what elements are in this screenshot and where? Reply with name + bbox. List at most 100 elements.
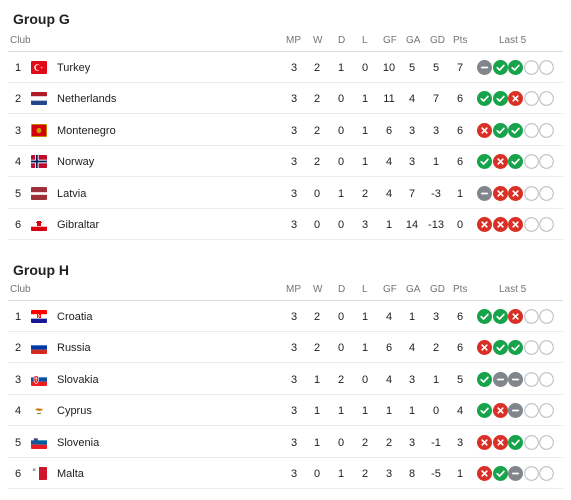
no-result-icon[interactable] [539, 309, 555, 324]
draw-icon[interactable] [508, 403, 524, 419]
table-row[interactable]: 2 Netherlands 3 2 0 1 11 4 7 6 [0, 83, 571, 115]
win-icon[interactable] [477, 403, 492, 419]
stat-d: 0 [337, 342, 345, 355]
no-result-icon[interactable] [523, 403, 539, 419]
no-result-icon[interactable] [539, 217, 555, 232]
no-result-icon[interactable] [539, 60, 555, 75]
stat-l: 1 [361, 124, 369, 137]
no-result-icon[interactable] [539, 371, 555, 387]
win-icon[interactable] [477, 309, 492, 324]
loss-icon[interactable] [508, 217, 524, 232]
stat-gd: 5 [432, 62, 440, 74]
loss-icon[interactable] [508, 309, 524, 324]
win-icon[interactable] [492, 340, 508, 356]
stat-l: 0 [361, 62, 369, 74]
loss-icon[interactable] [477, 466, 492, 481]
table-row[interactable]: 1 Turkey 3 2 1 0 10 5 5 7 [0, 52, 571, 83]
loss-icon[interactable] [508, 91, 524, 107]
club-name[interactable]: Turkey [57, 62, 91, 74]
col-mp: MP [286, 284, 301, 295]
loss-icon[interactable] [477, 340, 492, 356]
draw-icon[interactable] [508, 466, 524, 481]
table-row[interactable]: 3 Montenegro 3 2 0 1 6 3 3 6 [0, 115, 571, 146]
win-icon[interactable] [508, 60, 524, 75]
no-result-icon[interactable] [523, 434, 539, 450]
win-icon[interactable] [508, 122, 524, 138]
draw-icon[interactable] [508, 371, 524, 387]
club-name[interactable]: Russia [57, 342, 91, 355]
club-name[interactable]: Montenegro [57, 124, 116, 137]
win-icon[interactable] [492, 122, 508, 138]
no-result-icon[interactable] [523, 122, 539, 138]
malta-flag-icon [31, 467, 47, 480]
table-row[interactable]: 5 Latvia 3 0 1 2 4 7 -3 1 [0, 178, 571, 209]
table-row[interactable]: 6 Malta 3 0 1 2 3 8 -5 1 [0, 458, 571, 489]
win-icon[interactable] [477, 371, 492, 387]
col-last5: Last 5 [499, 35, 527, 46]
club-name[interactable]: Slovakia [57, 373, 99, 386]
table-row[interactable]: 2 Russia 3 2 0 1 6 4 2 6 [0, 332, 571, 364]
table-row[interactable]: 1 Croatia 3 2 0 1 4 1 3 6 [0, 301, 571, 332]
stat-w: 1 [313, 405, 321, 418]
table-row[interactable]: 6 Gibraltar 3 0 0 3 1 14 -13 0 [0, 209, 571, 240]
loss-icon[interactable] [477, 217, 492, 232]
club-name[interactable]: Cyprus [57, 405, 92, 418]
stat-l: 1 [361, 405, 369, 418]
no-result-icon[interactable] [523, 466, 539, 481]
loss-icon[interactable] [477, 122, 492, 138]
gibraltar-flag-icon [31, 218, 47, 231]
no-result-icon[interactable] [539, 434, 555, 450]
club-name[interactable]: Croatia [57, 311, 93, 323]
no-result-icon[interactable] [523, 371, 539, 387]
loss-icon[interactable] [492, 434, 508, 450]
table-row[interactable]: 4 Cyprus 3 1 1 1 1 1 0 4 [0, 395, 571, 427]
table-header: Club MP W D L GF GA GD Pts Last 5 [0, 280, 571, 300]
win-icon[interactable] [492, 466, 508, 481]
stat-pts: 6 [456, 156, 464, 169]
loss-icon[interactable] [492, 154, 508, 170]
no-result-icon[interactable] [523, 340, 539, 356]
no-result-icon[interactable] [523, 185, 539, 201]
club-name[interactable]: Slovenia [57, 436, 100, 449]
no-result-icon[interactable] [523, 60, 539, 75]
loss-icon[interactable] [477, 434, 492, 450]
divider [8, 207, 563, 209]
table-row[interactable]: 3 Slovakia 3 1 2 0 4 3 1 5 [0, 364, 571, 395]
stat-ga: 1 [408, 311, 416, 323]
table-row[interactable]: 4 Norway 3 2 0 1 4 3 1 6 [0, 146, 571, 178]
club-name[interactable]: Netherlands [57, 93, 117, 106]
win-icon[interactable] [477, 91, 492, 107]
club-name[interactable]: Malta [57, 468, 84, 480]
loss-icon[interactable] [508, 185, 524, 201]
draw-icon[interactable] [477, 185, 492, 201]
no-result-icon[interactable] [539, 154, 555, 170]
no-result-icon[interactable] [539, 122, 555, 138]
win-icon[interactable] [508, 340, 524, 356]
draw-icon[interactable] [477, 60, 492, 75]
no-result-icon[interactable] [539, 340, 555, 356]
win-icon[interactable] [508, 154, 524, 170]
stat-ga: 1 [408, 405, 416, 418]
no-result-icon[interactable] [523, 154, 539, 170]
club-name[interactable]: Latvia [57, 187, 87, 200]
no-result-icon[interactable] [523, 217, 539, 232]
club-name[interactable]: Norway [57, 156, 95, 169]
no-result-icon[interactable] [523, 309, 539, 324]
draw-icon[interactable] [492, 371, 508, 387]
loss-icon[interactable] [492, 217, 508, 232]
no-result-icon[interactable] [523, 91, 539, 107]
win-icon[interactable] [492, 60, 508, 75]
divider [8, 176, 563, 178]
no-result-icon[interactable] [539, 466, 555, 481]
loss-icon[interactable] [492, 403, 508, 419]
club-name[interactable]: Gibraltar [57, 219, 100, 231]
win-icon[interactable] [477, 154, 492, 170]
table-row[interactable]: 5 Slovenia 3 1 0 2 2 3 -1 3 [0, 427, 571, 458]
win-icon[interactable] [492, 309, 508, 324]
loss-icon[interactable] [492, 185, 508, 201]
win-icon[interactable] [508, 434, 524, 450]
win-icon[interactable] [492, 91, 508, 107]
no-result-icon[interactable] [539, 185, 555, 201]
no-result-icon[interactable] [539, 403, 555, 419]
no-result-icon[interactable] [539, 91, 555, 107]
